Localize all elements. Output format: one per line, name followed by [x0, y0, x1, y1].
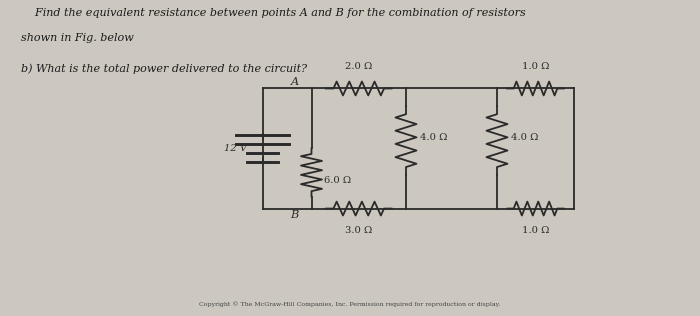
Text: Find the equivalent resistance between points A and B for the combination of res: Find the equivalent resistance between p…	[21, 8, 526, 18]
Text: B: B	[290, 210, 299, 220]
Text: A: A	[290, 77, 299, 87]
Text: 4.0 Ω: 4.0 Ω	[511, 133, 538, 142]
Text: 12 V: 12 V	[224, 144, 247, 153]
Text: 6.0 Ω: 6.0 Ω	[324, 176, 351, 185]
Text: Copyright © The McGraw-Hill Companies, Inc. Permission required for reproduction: Copyright © The McGraw-Hill Companies, I…	[199, 301, 500, 307]
Text: 1.0 Ω: 1.0 Ω	[522, 62, 550, 71]
Text: b) What is the total power delivered to the circuit?: b) What is the total power delivered to …	[21, 63, 307, 74]
Text: shown in Fig. below: shown in Fig. below	[21, 33, 134, 43]
Text: 3.0 Ω: 3.0 Ω	[345, 226, 372, 235]
Text: 1.0 Ω: 1.0 Ω	[522, 226, 550, 235]
Text: 2.0 Ω: 2.0 Ω	[345, 62, 372, 71]
Text: 4.0 Ω: 4.0 Ω	[420, 133, 447, 142]
